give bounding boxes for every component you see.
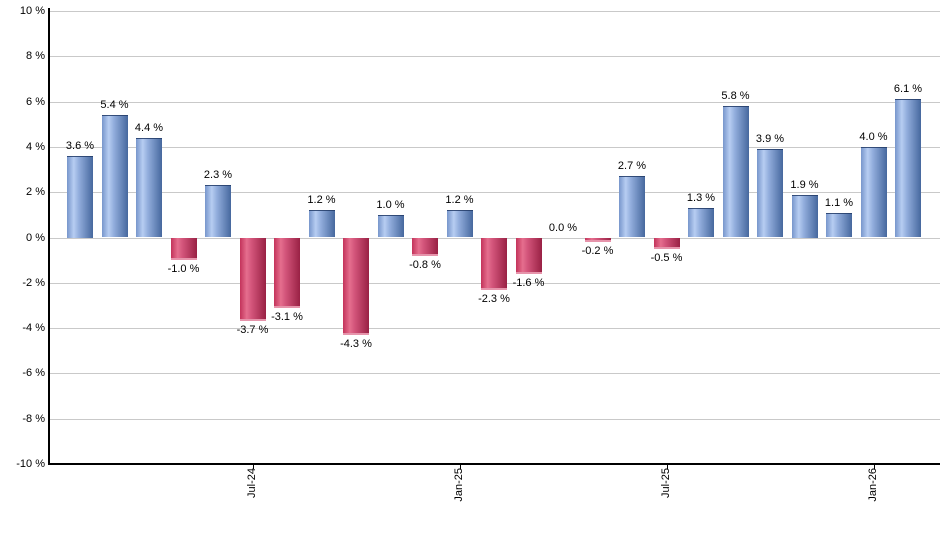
bar-value-label: -0.2 % bbox=[581, 245, 614, 257]
bar-21-positive bbox=[757, 149, 783, 238]
bar-20-positive bbox=[722, 106, 749, 238]
bar-value-label: -3.1 % bbox=[271, 310, 303, 323]
bar-10-positive bbox=[377, 214, 404, 238]
bar-17-positive bbox=[619, 176, 645, 238]
bar-value-label: 4.4 % bbox=[134, 121, 164, 134]
bar-6-negative bbox=[239, 237, 266, 322]
bar-11-negative bbox=[412, 237, 438, 256]
bar-value-label: 4.0 % bbox=[859, 130, 888, 143]
x-axis-tick-mark bbox=[253, 464, 254, 469]
bar-value-label: 1.9 % bbox=[790, 178, 819, 191]
bar-value-label: -4.3 % bbox=[340, 337, 372, 350]
x-axis-tick-label: Jul-24 bbox=[245, 468, 258, 498]
y-axis-line bbox=[48, 8, 50, 465]
bar-9-negative bbox=[343, 237, 369, 335]
x-axis-tick-mark bbox=[460, 464, 461, 469]
x-axis-line bbox=[48, 463, 940, 465]
bar-7-negative bbox=[274, 237, 300, 308]
bar-value-label: 3.6 % bbox=[65, 140, 95, 152]
bar-1-positive bbox=[67, 156, 93, 238]
y-axis-tick-label: -10 % bbox=[16, 458, 45, 470]
y-axis-tick-label: 6 % bbox=[26, 96, 45, 108]
bar-value-label: 1.0 % bbox=[376, 198, 405, 211]
gridline--8pct bbox=[49, 419, 940, 420]
bar-value-label: -1.0 % bbox=[167, 263, 200, 276]
bar-value-label: 2.7 % bbox=[617, 160, 647, 173]
bar-4-negative bbox=[170, 237, 197, 261]
x-axis-tick-label: Jan-26 bbox=[866, 468, 879, 502]
y-axis-tick-label: 8 % bbox=[26, 50, 45, 62]
gridline-4pct bbox=[49, 147, 940, 148]
bar-16-negative bbox=[584, 237, 611, 242]
bar-3-positive bbox=[136, 137, 162, 238]
y-axis-tick-label: 2 % bbox=[26, 186, 45, 198]
bar-value-label: 5.4 % bbox=[100, 99, 129, 112]
bar-14-negative bbox=[515, 237, 542, 274]
y-axis-tick-label: 4 % bbox=[26, 141, 45, 153]
bar-13-negative bbox=[481, 237, 507, 290]
bar-value-label: 1.3 % bbox=[686, 192, 716, 205]
x-axis-tick-label: Jul-25 bbox=[659, 468, 672, 498]
bar-22-positive bbox=[791, 194, 818, 238]
bar-19-positive bbox=[688, 208, 714, 238]
bar-value-label: 5.8 % bbox=[721, 90, 750, 103]
bar-value-label: -3.7 % bbox=[236, 324, 269, 337]
bar-18-negative bbox=[653, 237, 680, 249]
bar-value-label: 1.1 % bbox=[824, 196, 854, 209]
x-axis-tick-mark bbox=[667, 464, 668, 469]
bar-value-label: -2.3 % bbox=[478, 292, 510, 305]
y-axis-tick-label: -6 % bbox=[22, 367, 45, 379]
y-axis-tick-label: 0 % bbox=[26, 232, 45, 244]
bar-value-label: 0.0 % bbox=[548, 221, 578, 234]
y-axis-tick-label: -2 % bbox=[22, 277, 45, 289]
bar-24-positive bbox=[860, 146, 887, 238]
bar-8-positive bbox=[308, 210, 335, 238]
bar-value-label: 3.9 % bbox=[755, 133, 785, 146]
bar-value-label: 1.2 % bbox=[445, 194, 474, 207]
bar-value-label: -1.6 % bbox=[512, 276, 545, 289]
gridline-2pct bbox=[49, 192, 940, 193]
bar-23-positive bbox=[826, 212, 852, 238]
bar-value-label: 1.2 % bbox=[307, 194, 336, 207]
bar-5-positive bbox=[205, 185, 231, 238]
bar-25-positive bbox=[895, 99, 921, 238]
bar-value-label: 6.1 % bbox=[893, 83, 923, 96]
gridline--6pct bbox=[49, 373, 940, 374]
y-axis-tick-label: -8 % bbox=[22, 413, 45, 425]
gridline-10pct bbox=[49, 11, 940, 12]
bar-value-label: -0.5 % bbox=[650, 251, 683, 264]
gridline--4pct bbox=[49, 328, 940, 329]
bar-value-label: -0.8 % bbox=[409, 258, 441, 271]
bar-12-positive bbox=[446, 210, 473, 238]
y-axis-tick-label: -4 % bbox=[22, 322, 45, 334]
y-axis-tick-label: 10 % bbox=[19, 5, 45, 17]
gridline-6pct bbox=[49, 102, 940, 103]
bar-2-positive bbox=[101, 115, 128, 238]
x-axis-tick-label: Jan-25 bbox=[452, 468, 465, 502]
gridline-8pct bbox=[49, 56, 940, 57]
bar-value-label: 2.3 % bbox=[203, 169, 233, 182]
x-axis-tick-mark bbox=[874, 464, 875, 469]
